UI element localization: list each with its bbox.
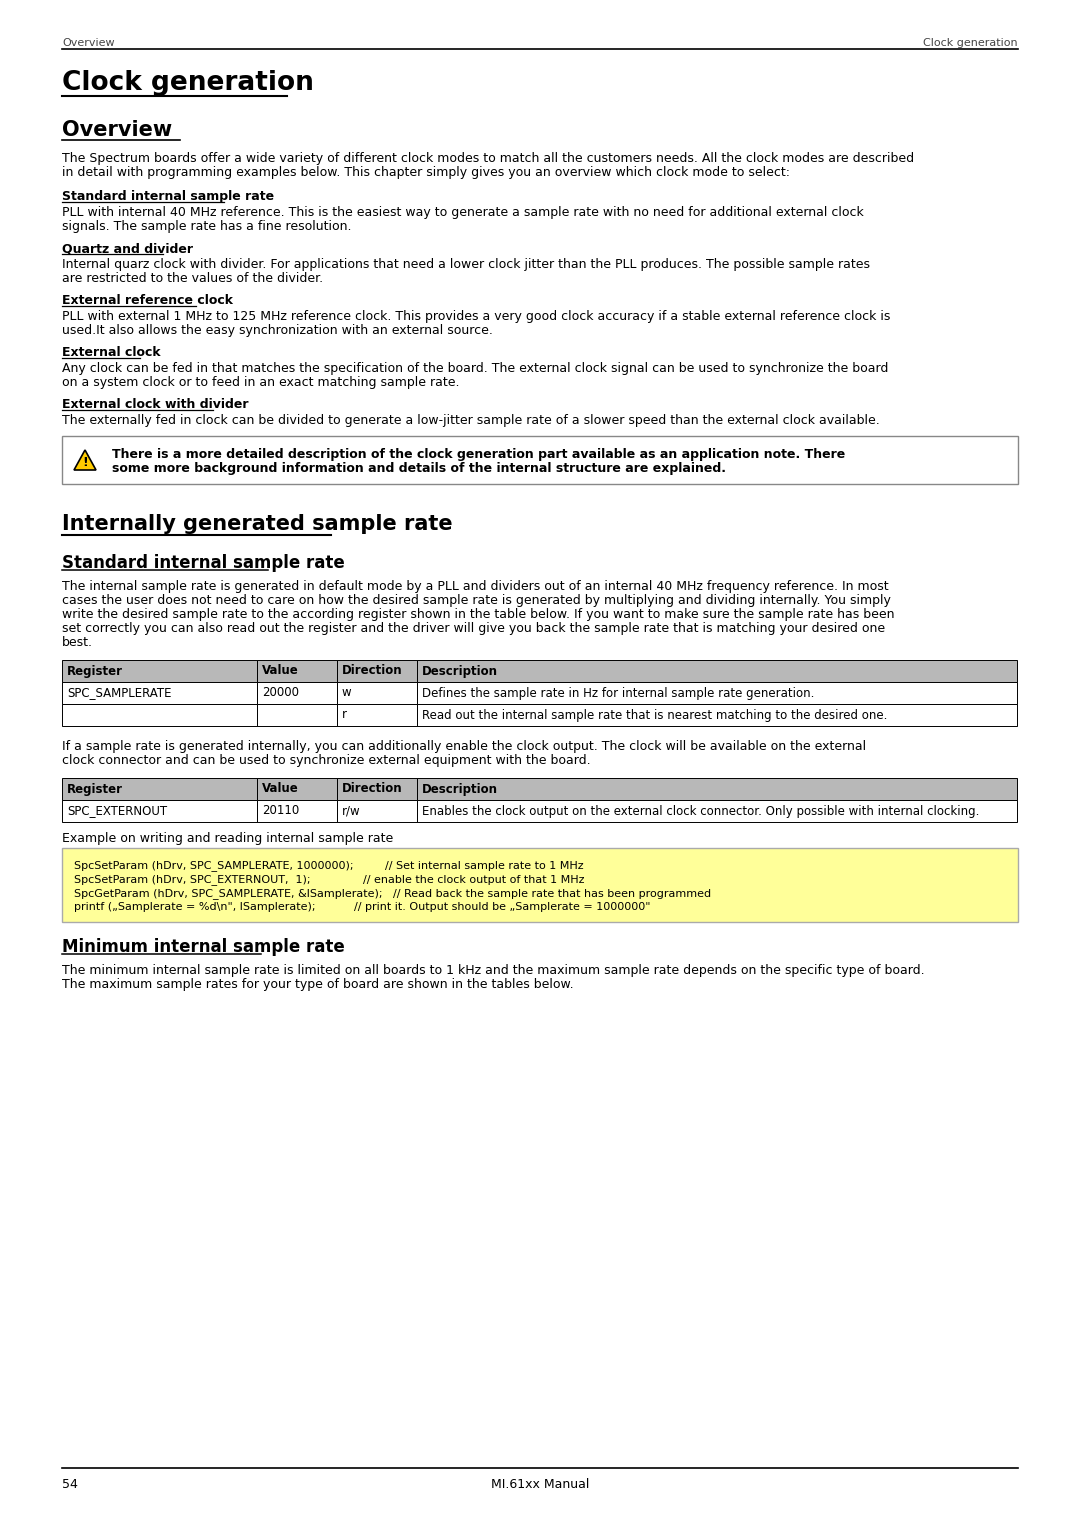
Text: External clock with divider: External clock with divider xyxy=(62,397,248,411)
Text: !: ! xyxy=(82,457,87,469)
Text: Description: Description xyxy=(422,665,498,677)
Text: The externally fed in clock can be divided to generate a low-jitter sample rate : The externally fed in clock can be divid… xyxy=(62,414,880,426)
Text: Defines the sample rate in Hz for internal sample rate generation.: Defines the sample rate in Hz for intern… xyxy=(422,686,814,700)
Text: Quartz and divider: Quartz and divider xyxy=(62,241,193,255)
Text: There is a more detailed description of the clock generation part available as a: There is a more detailed description of … xyxy=(112,448,846,461)
Bar xyxy=(417,660,1017,681)
Text: in detail with programming examples below. This chapter simply gives you an over: in detail with programming examples belo… xyxy=(62,167,789,179)
Text: Any clock can be fed in that matches the specification of the board. The externa: Any clock can be fed in that matches the… xyxy=(62,362,889,374)
Text: clock connector and can be used to synchronize external equipment with the board: clock connector and can be used to synch… xyxy=(62,753,591,767)
Text: used.It also allows the easy synchronization with an external source.: used.It also allows the easy synchroniza… xyxy=(62,324,492,338)
Text: are restricted to the values of the divider.: are restricted to the values of the divi… xyxy=(62,272,323,286)
Text: some more background information and details of the internal structure are expla: some more background information and det… xyxy=(112,461,726,475)
Bar xyxy=(257,660,337,681)
Text: Overview: Overview xyxy=(62,38,114,47)
Text: printf („Samplerate = %d\n", lSamplerate);           // print it. Output should : printf („Samplerate = %d\n", lSamplerate… xyxy=(75,902,650,912)
Text: Internal quarz clock with divider. For applications that need a lower clock jitt: Internal quarz clock with divider. For a… xyxy=(62,258,870,270)
Text: SPC_SAMPLERATE: SPC_SAMPLERATE xyxy=(67,686,172,700)
Text: PLL with external 1 MHz to 125 MHz reference clock. This provides a very good cl: PLL with external 1 MHz to 125 MHz refer… xyxy=(62,310,890,322)
Bar xyxy=(337,681,417,704)
Text: r: r xyxy=(342,709,347,721)
Text: cases the user does not need to care on how the desired sample rate is generated: cases the user does not need to care on … xyxy=(62,594,891,607)
Text: Clock generation: Clock generation xyxy=(923,38,1018,47)
Text: best.: best. xyxy=(62,636,93,649)
Bar xyxy=(417,681,1017,704)
Text: signals. The sample rate has a fine resolution.: signals. The sample rate has a fine reso… xyxy=(62,220,351,232)
Text: 20110: 20110 xyxy=(262,805,299,817)
Text: Register: Register xyxy=(67,665,123,677)
Bar xyxy=(62,778,257,801)
Bar xyxy=(62,435,1018,484)
Bar xyxy=(62,848,1018,921)
Text: Direction: Direction xyxy=(342,782,403,796)
Text: 54: 54 xyxy=(62,1478,78,1491)
Text: Description: Description xyxy=(422,782,498,796)
Text: Clock generation: Clock generation xyxy=(62,70,314,96)
Text: Value: Value xyxy=(262,665,299,677)
Text: Standard internal sample rate: Standard internal sample rate xyxy=(62,189,274,203)
Bar xyxy=(257,704,337,726)
Bar xyxy=(257,778,337,801)
Text: The maximum sample rates for your type of board are shown in the tables below.: The maximum sample rates for your type o… xyxy=(62,978,573,992)
Bar xyxy=(337,801,417,822)
Text: PLL with internal 40 MHz reference. This is the easiest way to generate a sample: PLL with internal 40 MHz reference. This… xyxy=(62,206,864,219)
Text: SpcSetParam (hDrv, SPC_SAMPLERATE, 1000000);         // Set internal sample rate: SpcSetParam (hDrv, SPC_SAMPLERATE, 10000… xyxy=(75,860,583,871)
Bar xyxy=(337,778,417,801)
Bar xyxy=(62,660,257,681)
Text: The internal sample rate is generated in default mode by a PLL and dividers out : The internal sample rate is generated in… xyxy=(62,581,889,593)
Text: SpcGetParam (hDrv, SPC_SAMPLERATE, &lSamplerate);   // Read back the sample rate: SpcGetParam (hDrv, SPC_SAMPLERATE, &lSam… xyxy=(75,888,711,898)
Text: If a sample rate is generated internally, you can additionally enable the clock : If a sample rate is generated internally… xyxy=(62,740,866,753)
Text: Enables the clock output on the external clock connector. Only possible with int: Enables the clock output on the external… xyxy=(422,805,980,817)
Text: SPC_EXTERNOUT: SPC_EXTERNOUT xyxy=(67,805,167,817)
Text: on a system clock or to feed in an exact matching sample rate.: on a system clock or to feed in an exact… xyxy=(62,376,459,390)
Text: SpcSetParam (hDrv, SPC_EXTERNOUT,  1);               // enable the clock output : SpcSetParam (hDrv, SPC_EXTERNOUT, 1); //… xyxy=(75,874,584,885)
Text: 20000: 20000 xyxy=(262,686,299,700)
Bar xyxy=(337,660,417,681)
Text: MI.61xx Manual: MI.61xx Manual xyxy=(490,1478,590,1491)
Text: write the desired sample rate to the according register shown in the table below: write the desired sample rate to the acc… xyxy=(62,608,894,620)
Text: Example on writing and reading internal sample rate: Example on writing and reading internal … xyxy=(62,833,393,845)
Bar xyxy=(337,704,417,726)
Text: The minimum internal sample rate is limited on all boards to 1 kHz and the maxim: The minimum internal sample rate is limi… xyxy=(62,964,924,976)
Bar xyxy=(257,681,337,704)
Text: External reference clock: External reference clock xyxy=(62,293,233,307)
Text: Standard internal sample rate: Standard internal sample rate xyxy=(62,555,345,571)
Text: The Spectrum boards offer a wide variety of different clock modes to match all t: The Spectrum boards offer a wide variety… xyxy=(62,151,914,165)
Bar xyxy=(257,801,337,822)
Text: Overview: Overview xyxy=(62,121,172,141)
Text: r/w: r/w xyxy=(342,805,361,817)
Text: Direction: Direction xyxy=(342,665,403,677)
Text: set correctly you can also read out the register and the driver will give you ba: set correctly you can also read out the … xyxy=(62,622,886,636)
Bar xyxy=(417,704,1017,726)
Bar xyxy=(417,778,1017,801)
Text: Minimum internal sample rate: Minimum internal sample rate xyxy=(62,938,345,957)
Text: Read out the internal sample rate that is nearest matching to the desired one.: Read out the internal sample rate that i… xyxy=(422,709,888,721)
Text: Value: Value xyxy=(262,782,299,796)
Text: Internally generated sample rate: Internally generated sample rate xyxy=(62,513,453,533)
Bar xyxy=(62,681,257,704)
Bar xyxy=(62,704,257,726)
Text: External clock: External clock xyxy=(62,345,161,359)
Text: w: w xyxy=(342,686,352,700)
Polygon shape xyxy=(75,451,96,471)
Text: Register: Register xyxy=(67,782,123,796)
Bar xyxy=(62,801,257,822)
Bar xyxy=(417,801,1017,822)
